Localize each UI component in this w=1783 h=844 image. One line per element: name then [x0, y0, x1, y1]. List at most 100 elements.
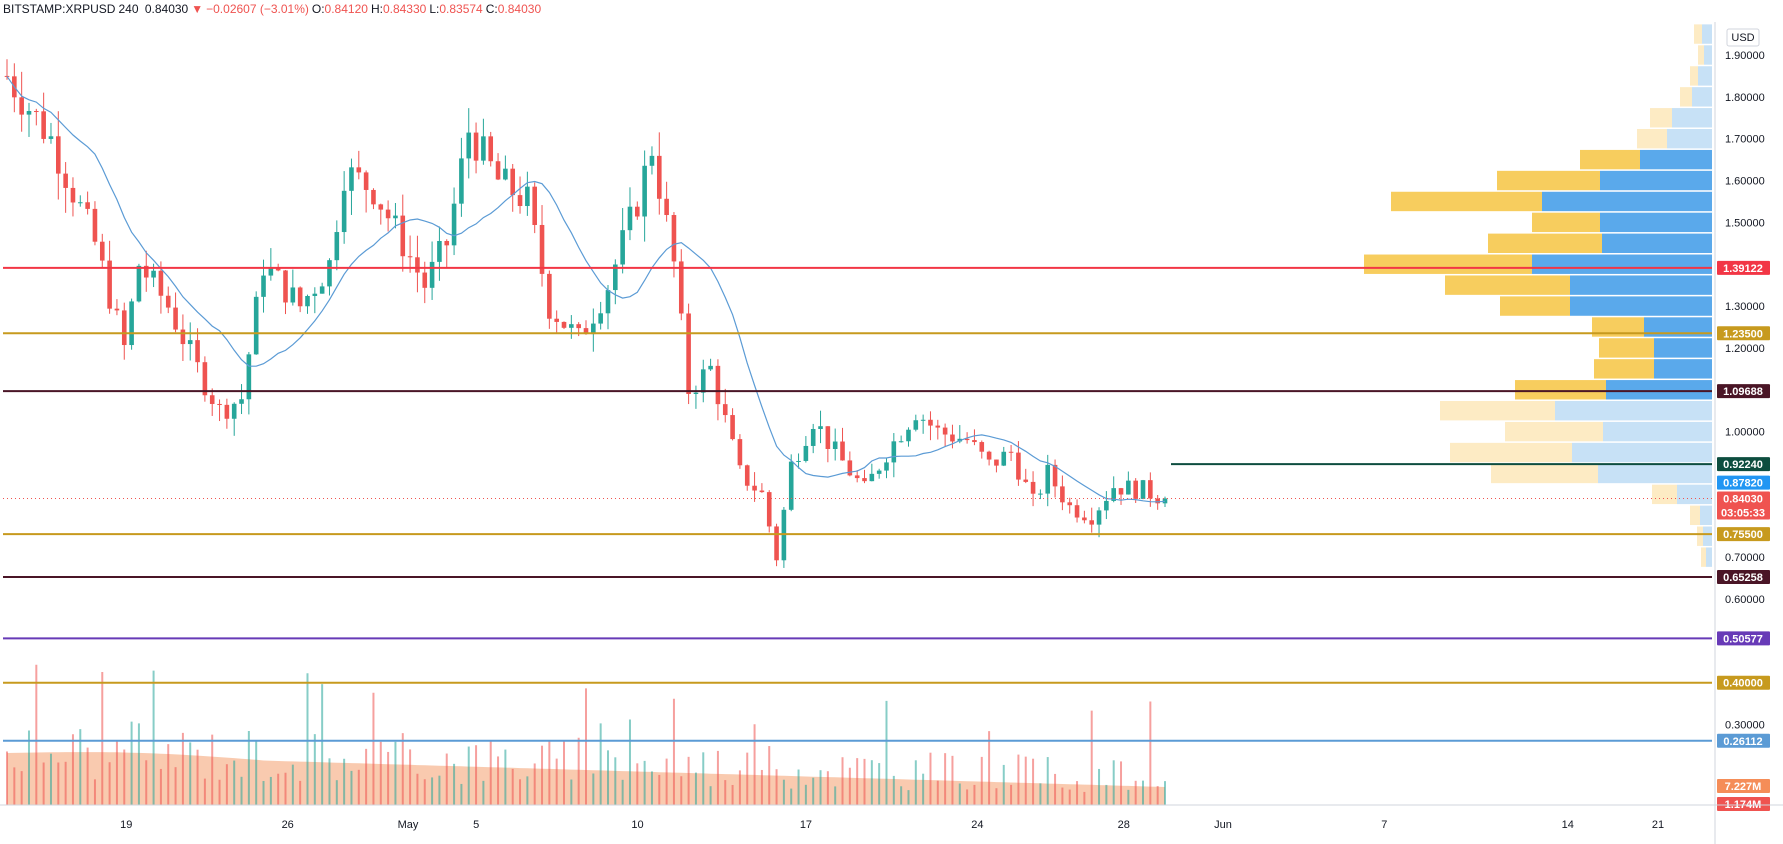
open-label: O: [311, 2, 325, 16]
currency-box[interactable] [1726, 28, 1760, 47]
vp-up-bar [1640, 149, 1712, 170]
candle-body [847, 460, 853, 476]
level-label: 0.75500 [1723, 529, 1763, 541]
x-tick-label: 10 [631, 819, 643, 831]
candle-body [319, 286, 325, 294]
candle-body [231, 403, 237, 419]
vp-up-bar [1600, 212, 1712, 233]
candle-body [312, 293, 318, 296]
candle-body [752, 485, 757, 491]
candle-body [92, 208, 98, 242]
candle-body [48, 136, 54, 139]
candle-body [143, 265, 149, 278]
candle-body [495, 161, 501, 180]
price-label: 0.87820 [1723, 478, 1763, 490]
vp-up-bar [1706, 547, 1712, 567]
candle-body [1155, 498, 1160, 504]
candle-body [1038, 493, 1043, 495]
horizontal-levels[interactable]: 1.39122 1.23500 1.09688 0.92240 0.75500 0.652… [3, 260, 1770, 811]
level-label: 0.40000 [1723, 678, 1763, 690]
candle-body [121, 310, 127, 346]
level-label: 0.92240 [1723, 459, 1763, 471]
candle-body [722, 404, 728, 416]
level-badge [1717, 326, 1770, 341]
candle-body [972, 440, 977, 443]
candle-body [656, 155, 662, 199]
close-value: 0.84030 [497, 2, 542, 16]
time-axis[interactable]: 19 26 May 5 10 17 24 28 Jun 7 14 21 [0, 804, 1783, 831]
candle-body [649, 155, 655, 166]
candle-body [429, 261, 435, 288]
candle-body [151, 270, 156, 278]
level-label: 0.26112 [1723, 736, 1762, 748]
interval-label[interactable]: 240 [118, 2, 139, 16]
candle-body [576, 324, 581, 329]
x-tick-label: 7 [1381, 819, 1387, 831]
candle-body [898, 441, 904, 443]
candle-body [796, 460, 801, 462]
candle-body [371, 189, 376, 205]
price-axis[interactable]: USD 1.90000 1.80000 1.70000 1.60000 1.50000 1.… [0, 22, 1783, 844]
candle-body [283, 270, 288, 303]
level-badge [1717, 384, 1770, 399]
candle-body [913, 420, 919, 430]
candle-body [239, 399, 244, 404]
candle-body [400, 215, 406, 257]
low-value: 0.83574 [439, 2, 483, 16]
vp-up-bar [1644, 317, 1712, 337]
level-badge [1717, 675, 1770, 690]
vp-up-bar [1598, 463, 1712, 484]
y-tick-label: 0.30000 [1725, 720, 1765, 732]
candle-body [693, 392, 699, 395]
symbol-label[interactable]: BITSTAMP:XRPUSD [3, 2, 116, 16]
vp-down-bar [1592, 317, 1644, 337]
candle-body [70, 187, 76, 203]
price-badge [1717, 475, 1770, 490]
candle-body [246, 354, 252, 400]
currency-label: USD [1731, 32, 1754, 44]
candle-body [678, 261, 684, 314]
candle-body [180, 329, 186, 345]
vp-up-bar [1654, 338, 1712, 358]
candle-body [158, 270, 164, 296]
candle-body [517, 195, 523, 207]
candle-body [385, 209, 391, 219]
candle-body [730, 415, 735, 440]
candle-body [34, 111, 39, 113]
vp-up-bar [1700, 505, 1712, 526]
candle-body [77, 202, 83, 204]
candle-body [451, 203, 457, 246]
down-arrow-icon: ▼ [191, 2, 204, 16]
candle-body [591, 323, 596, 335]
vp-down-bar [1697, 526, 1703, 546]
candle-body [56, 136, 61, 174]
y-tick-label: 1.30000 [1725, 301, 1765, 313]
candle-body [1118, 488, 1124, 495]
candle-body [884, 462, 889, 471]
candle-body [598, 313, 603, 324]
candle-body [503, 168, 508, 180]
vp-up-bar [1570, 275, 1712, 295]
candle-body [393, 215, 398, 219]
candle-body [891, 441, 897, 463]
candle-body [1162, 498, 1168, 504]
candlestick-series [4, 59, 1168, 568]
candle-body [620, 230, 625, 265]
candle-body [510, 168, 516, 196]
candle-body [759, 490, 765, 493]
x-tick-label: 26 [282, 819, 294, 831]
candle-body [539, 224, 545, 274]
vp-up-bar [1600, 170, 1712, 191]
x-tick-label: 19 [120, 819, 132, 831]
last-price: 0.84030 [144, 2, 189, 16]
level-label: 0.50577 [1723, 633, 1763, 645]
vp-up-bar [1542, 191, 1712, 212]
vp-up-bar [1654, 359, 1712, 379]
candle-body [1030, 481, 1036, 494]
vp-down-bar [1505, 421, 1603, 442]
candle-body [766, 492, 772, 527]
x-tick-label: 24 [971, 819, 983, 831]
candle-body [209, 395, 215, 404]
x-tick-label: 14 [1562, 819, 1574, 831]
